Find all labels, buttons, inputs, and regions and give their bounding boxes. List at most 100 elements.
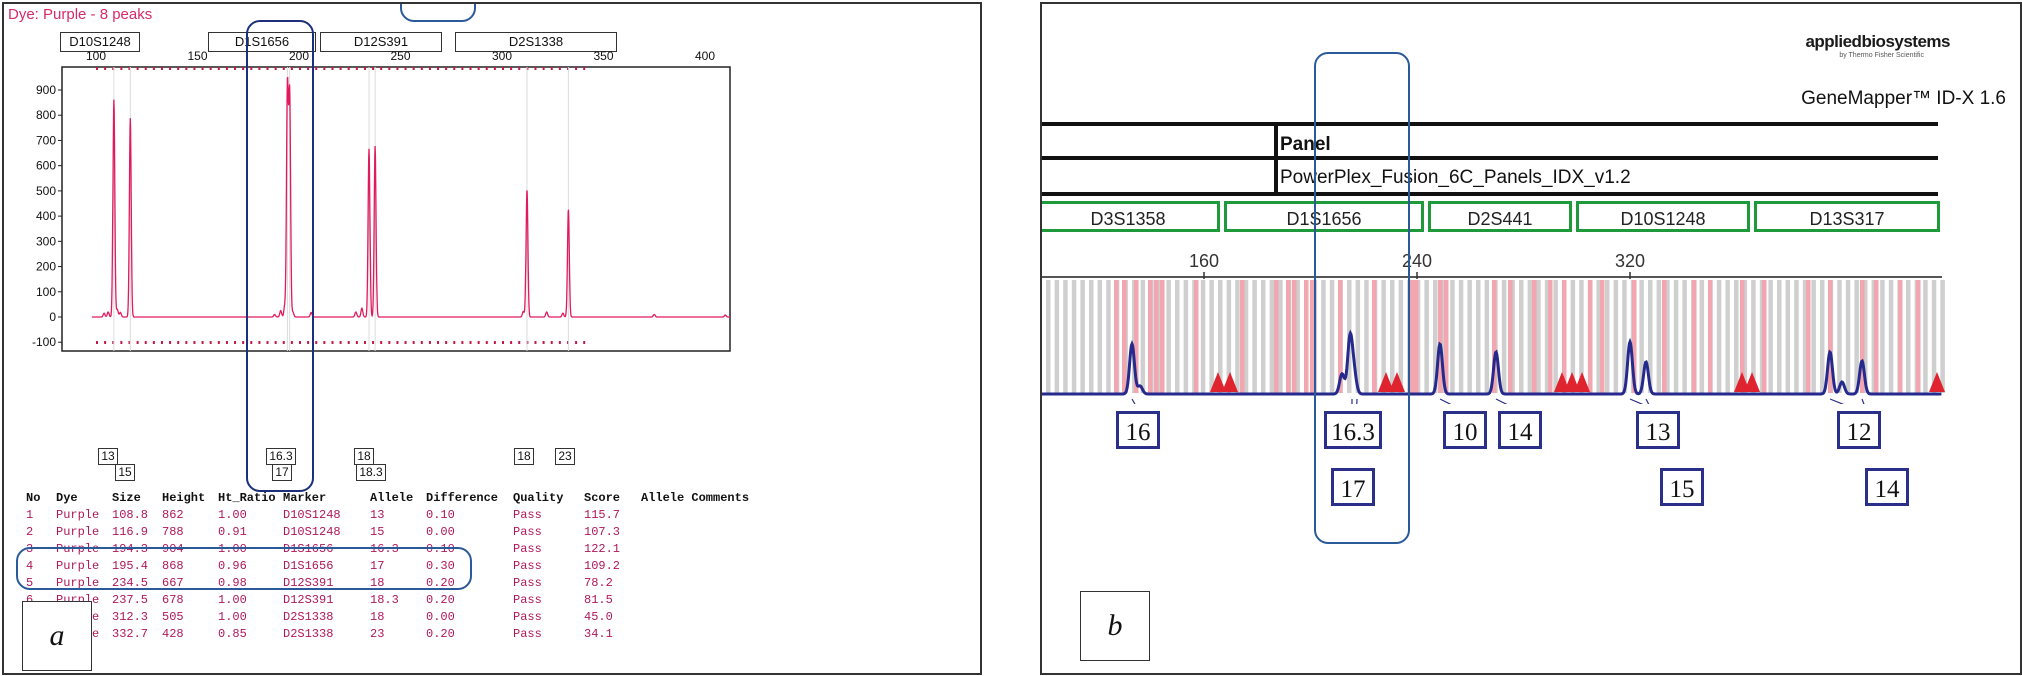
table-cell: 1.00 — [218, 508, 247, 522]
table-cell: 0.00 — [426, 525, 455, 539]
bin-bar-pink — [1860, 280, 1865, 393]
table-cell: 505 — [162, 610, 184, 624]
table-cell: 18.3 — [370, 593, 399, 607]
col-score: Score — [584, 491, 621, 505]
marker-d13s317[interactable]: D13S317 — [1754, 201, 1940, 232]
marker-d2s441[interactable]: D2S441 — [1428, 201, 1572, 232]
bin-marker-bottom — [575, 341, 578, 344]
bin-marker-top — [428, 67, 431, 70]
table-cell: 194.3 — [112, 542, 149, 556]
bin-marker-top — [323, 67, 326, 70]
bin-marker-bottom — [372, 341, 375, 344]
table-cell: Pass — [513, 610, 542, 624]
table-cell: 862 — [162, 508, 184, 522]
bin-marker-top — [477, 67, 480, 70]
bin-marker-top — [169, 67, 172, 70]
bin-bar-gray — [1501, 280, 1507, 393]
table-cell: 108.8 — [112, 508, 149, 522]
bin-marker-top — [258, 67, 261, 70]
bin-bar-gray — [1510, 280, 1515, 393]
off-ladder-marker — [1378, 372, 1394, 392]
bin-bar-pink — [1338, 280, 1343, 393]
highlight-rows-3-4 — [16, 547, 472, 590]
bin-marker-top — [396, 67, 399, 70]
bin-marker-top — [355, 67, 358, 70]
bin-bar-gray — [1931, 280, 1937, 393]
bin-bar-gray — [1820, 280, 1825, 393]
table-cell: D2S1338 — [283, 627, 334, 641]
bin-marker-top — [128, 67, 131, 70]
size-tick-label: 150 — [187, 49, 207, 63]
bin-marker-bottom — [404, 341, 407, 344]
bin-marker-bottom — [258, 341, 261, 344]
table-cell: 116.9 — [112, 525, 149, 539]
bin-bar-gray — [1046, 280, 1051, 393]
bin-bar-gray — [1364, 280, 1369, 393]
bin-bar-pink — [1438, 280, 1443, 393]
size-tick-label: 300 — [492, 49, 512, 63]
bin-marker-bottom — [323, 341, 326, 344]
bin-marker-top — [493, 67, 496, 70]
bin-bar-gray — [1252, 280, 1257, 393]
bin-marker-top — [518, 67, 521, 70]
table-cell: 0.30 — [426, 559, 455, 573]
bin-marker-top — [185, 67, 188, 70]
bin-marker-bottom — [120, 341, 123, 344]
bin-marker-bottom — [437, 341, 440, 344]
bin-bar-gray — [1441, 280, 1447, 393]
bin-bar-pink — [1874, 280, 1879, 393]
bin-marker-bottom — [128, 341, 131, 344]
table-cell: 1.00 — [218, 610, 247, 624]
off-ladder-marker — [1210, 372, 1226, 392]
bin-marker-top — [583, 67, 586, 70]
bin-bar-pink — [1562, 280, 1567, 393]
bin-marker-top — [160, 67, 163, 70]
col-allele: Allele — [370, 491, 414, 505]
table-cell: 18 — [370, 610, 385, 624]
marker-d1s1656[interactable]: D1S1656 — [1224, 201, 1424, 232]
software-title: GeneMapper™ ID-X 1.6 — [1801, 88, 2006, 109]
bin-marker-top — [282, 67, 285, 70]
bin-bar-pink — [1492, 280, 1497, 393]
bin-bar-pink — [1740, 280, 1745, 393]
bin-marker-bottom — [558, 341, 561, 344]
bin-bar-pink — [1292, 280, 1297, 393]
bin-marker-bottom — [201, 341, 204, 344]
table-cell: D12S391 — [283, 576, 334, 590]
dye-title: Dye: Purple - 8 peaks — [8, 6, 153, 23]
bin-marker-bottom — [282, 341, 285, 344]
marker-d12s391[interactable]: D12S391 — [320, 32, 442, 52]
marker-d10s1248[interactable]: D10S1248 — [1576, 201, 1750, 232]
bin-marker-top — [363, 67, 366, 70]
y-tick-label: 200 — [36, 260, 56, 274]
table-cell: Purple — [56, 576, 100, 590]
y-tick-label: 400 — [36, 209, 56, 223]
bin-bar-gray — [1080, 280, 1085, 393]
bin-bar-gray — [1433, 280, 1438, 393]
marker-d3s1358[interactable]: D3S1358 — [1042, 201, 1220, 232]
bin-marker-bottom — [242, 341, 245, 344]
table-cell: 18 — [370, 576, 385, 590]
panel-a-electropherogram: Dye: Purple - 8 peaks D10S1248 D1S1656 D… — [2, 2, 982, 675]
marker-d2s1338[interactable]: D2S1338 — [455, 32, 617, 52]
bin-marker-top — [234, 67, 237, 70]
bin-bar-gray — [1458, 280, 1464, 393]
bin-bar-gray — [1269, 280, 1275, 393]
table-cell: 667 — [162, 576, 184, 590]
bin-bar-gray — [1734, 280, 1739, 393]
bin-bar-gray — [1639, 280, 1644, 393]
trace-line — [91, 76, 730, 318]
marker-d1s1656[interactable]: D1S1656 — [208, 32, 316, 52]
bin-marker-bottom — [510, 341, 513, 344]
bin-bar-gray — [1596, 280, 1601, 393]
marker-d10s1248[interactable]: D10S1248 — [60, 32, 140, 52]
panel-letter-a: a — [22, 601, 92, 671]
bin-bar-gray — [1166, 280, 1171, 393]
bin-marker-top — [96, 67, 98, 70]
bin-bar-gray — [1140, 280, 1146, 393]
brand-subtitle: by Thermo Fisher Scientific — [1839, 52, 1924, 59]
bin-marker-bottom — [428, 341, 431, 344]
table-cell: Pass — [513, 627, 542, 641]
bin-bar-gray — [1863, 280, 1868, 393]
table-cell: 81.5 — [584, 593, 613, 607]
